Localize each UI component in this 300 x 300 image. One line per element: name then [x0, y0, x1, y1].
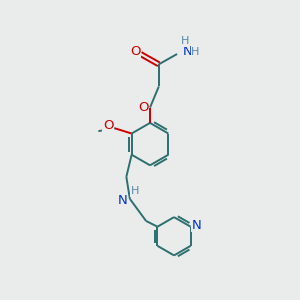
Text: O: O — [103, 119, 113, 132]
Text: H: H — [191, 47, 200, 57]
Text: N: N — [118, 194, 128, 207]
Text: H: H — [181, 36, 190, 46]
Text: O: O — [130, 45, 141, 58]
Text: N: N — [182, 45, 192, 58]
Text: O: O — [138, 100, 149, 113]
Text: H: H — [131, 186, 140, 196]
Text: N: N — [192, 219, 201, 232]
